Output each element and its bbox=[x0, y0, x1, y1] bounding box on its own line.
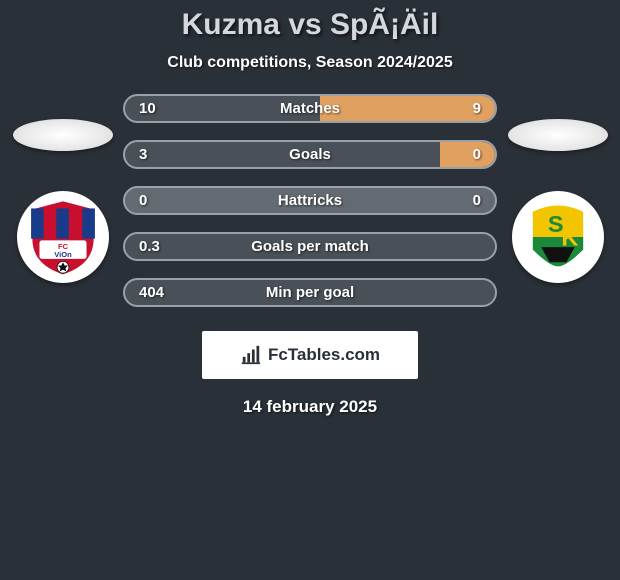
player-ellipse-left bbox=[13, 119, 113, 151]
chart-icon bbox=[240, 344, 262, 366]
stat-value-right: 0 bbox=[473, 192, 481, 209]
infographic-container: Kuzma vs SpÃ¡Äil Club competitions, Seas… bbox=[0, 0, 620, 417]
stat-bar: 404 Min per goal bbox=[123, 278, 497, 307]
stat-bar: 3 Goals 0 bbox=[123, 140, 497, 169]
stat-value-left: 10 bbox=[139, 100, 156, 117]
player-ellipse-right bbox=[508, 119, 608, 151]
bar-right-fill bbox=[320, 96, 495, 121]
date-text: 14 february 2025 bbox=[0, 397, 620, 417]
stat-label: Hattricks bbox=[278, 192, 342, 209]
club-icon: S K bbox=[516, 195, 600, 279]
page-title: Kuzma vs SpÃ¡Äil bbox=[0, 8, 620, 42]
right-side-col: S K bbox=[501, 119, 614, 283]
stat-value-left: 404 bbox=[139, 284, 164, 301]
stat-label: Min per goal bbox=[266, 284, 354, 301]
club-badge-right: S K bbox=[512, 191, 604, 283]
subtitle: Club competitions, Season 2024/2025 bbox=[0, 54, 620, 72]
stat-value-right: 0 bbox=[473, 146, 481, 163]
svg-text:K: K bbox=[561, 224, 578, 250]
club-badge-left: FC ViOn bbox=[17, 191, 109, 283]
main-row: FC ViOn 10 Matches 9 3 Goals 0 0 Hattricks 0 0.3 G… bbox=[0, 94, 620, 307]
stat-label: Goals bbox=[289, 146, 331, 163]
svg-text:ViOn: ViOn bbox=[54, 250, 72, 259]
stat-bar: 0 Hattricks 0 bbox=[123, 186, 497, 215]
bar-right-fill bbox=[440, 142, 496, 167]
shield-icon: FC ViOn bbox=[21, 195, 105, 279]
brand-logo-text: FcTables.com bbox=[268, 345, 380, 365]
stats-column: 10 Matches 9 3 Goals 0 0 Hattricks 0 0.3 Goals per… bbox=[119, 94, 501, 307]
stat-value-left: 0.3 bbox=[139, 238, 160, 255]
left-side-col: FC ViOn bbox=[6, 119, 119, 283]
stat-label: Matches bbox=[280, 100, 340, 117]
stat-value-left: 0 bbox=[139, 192, 147, 209]
stat-bar: 0.3 Goals per match bbox=[123, 232, 497, 261]
stat-bar: 10 Matches 9 bbox=[123, 94, 497, 123]
brand-logo-box: FcTables.com bbox=[202, 331, 418, 379]
stat-value-right: 9 bbox=[473, 100, 481, 117]
stat-label: Goals per match bbox=[251, 238, 369, 255]
stat-value-left: 3 bbox=[139, 146, 147, 163]
